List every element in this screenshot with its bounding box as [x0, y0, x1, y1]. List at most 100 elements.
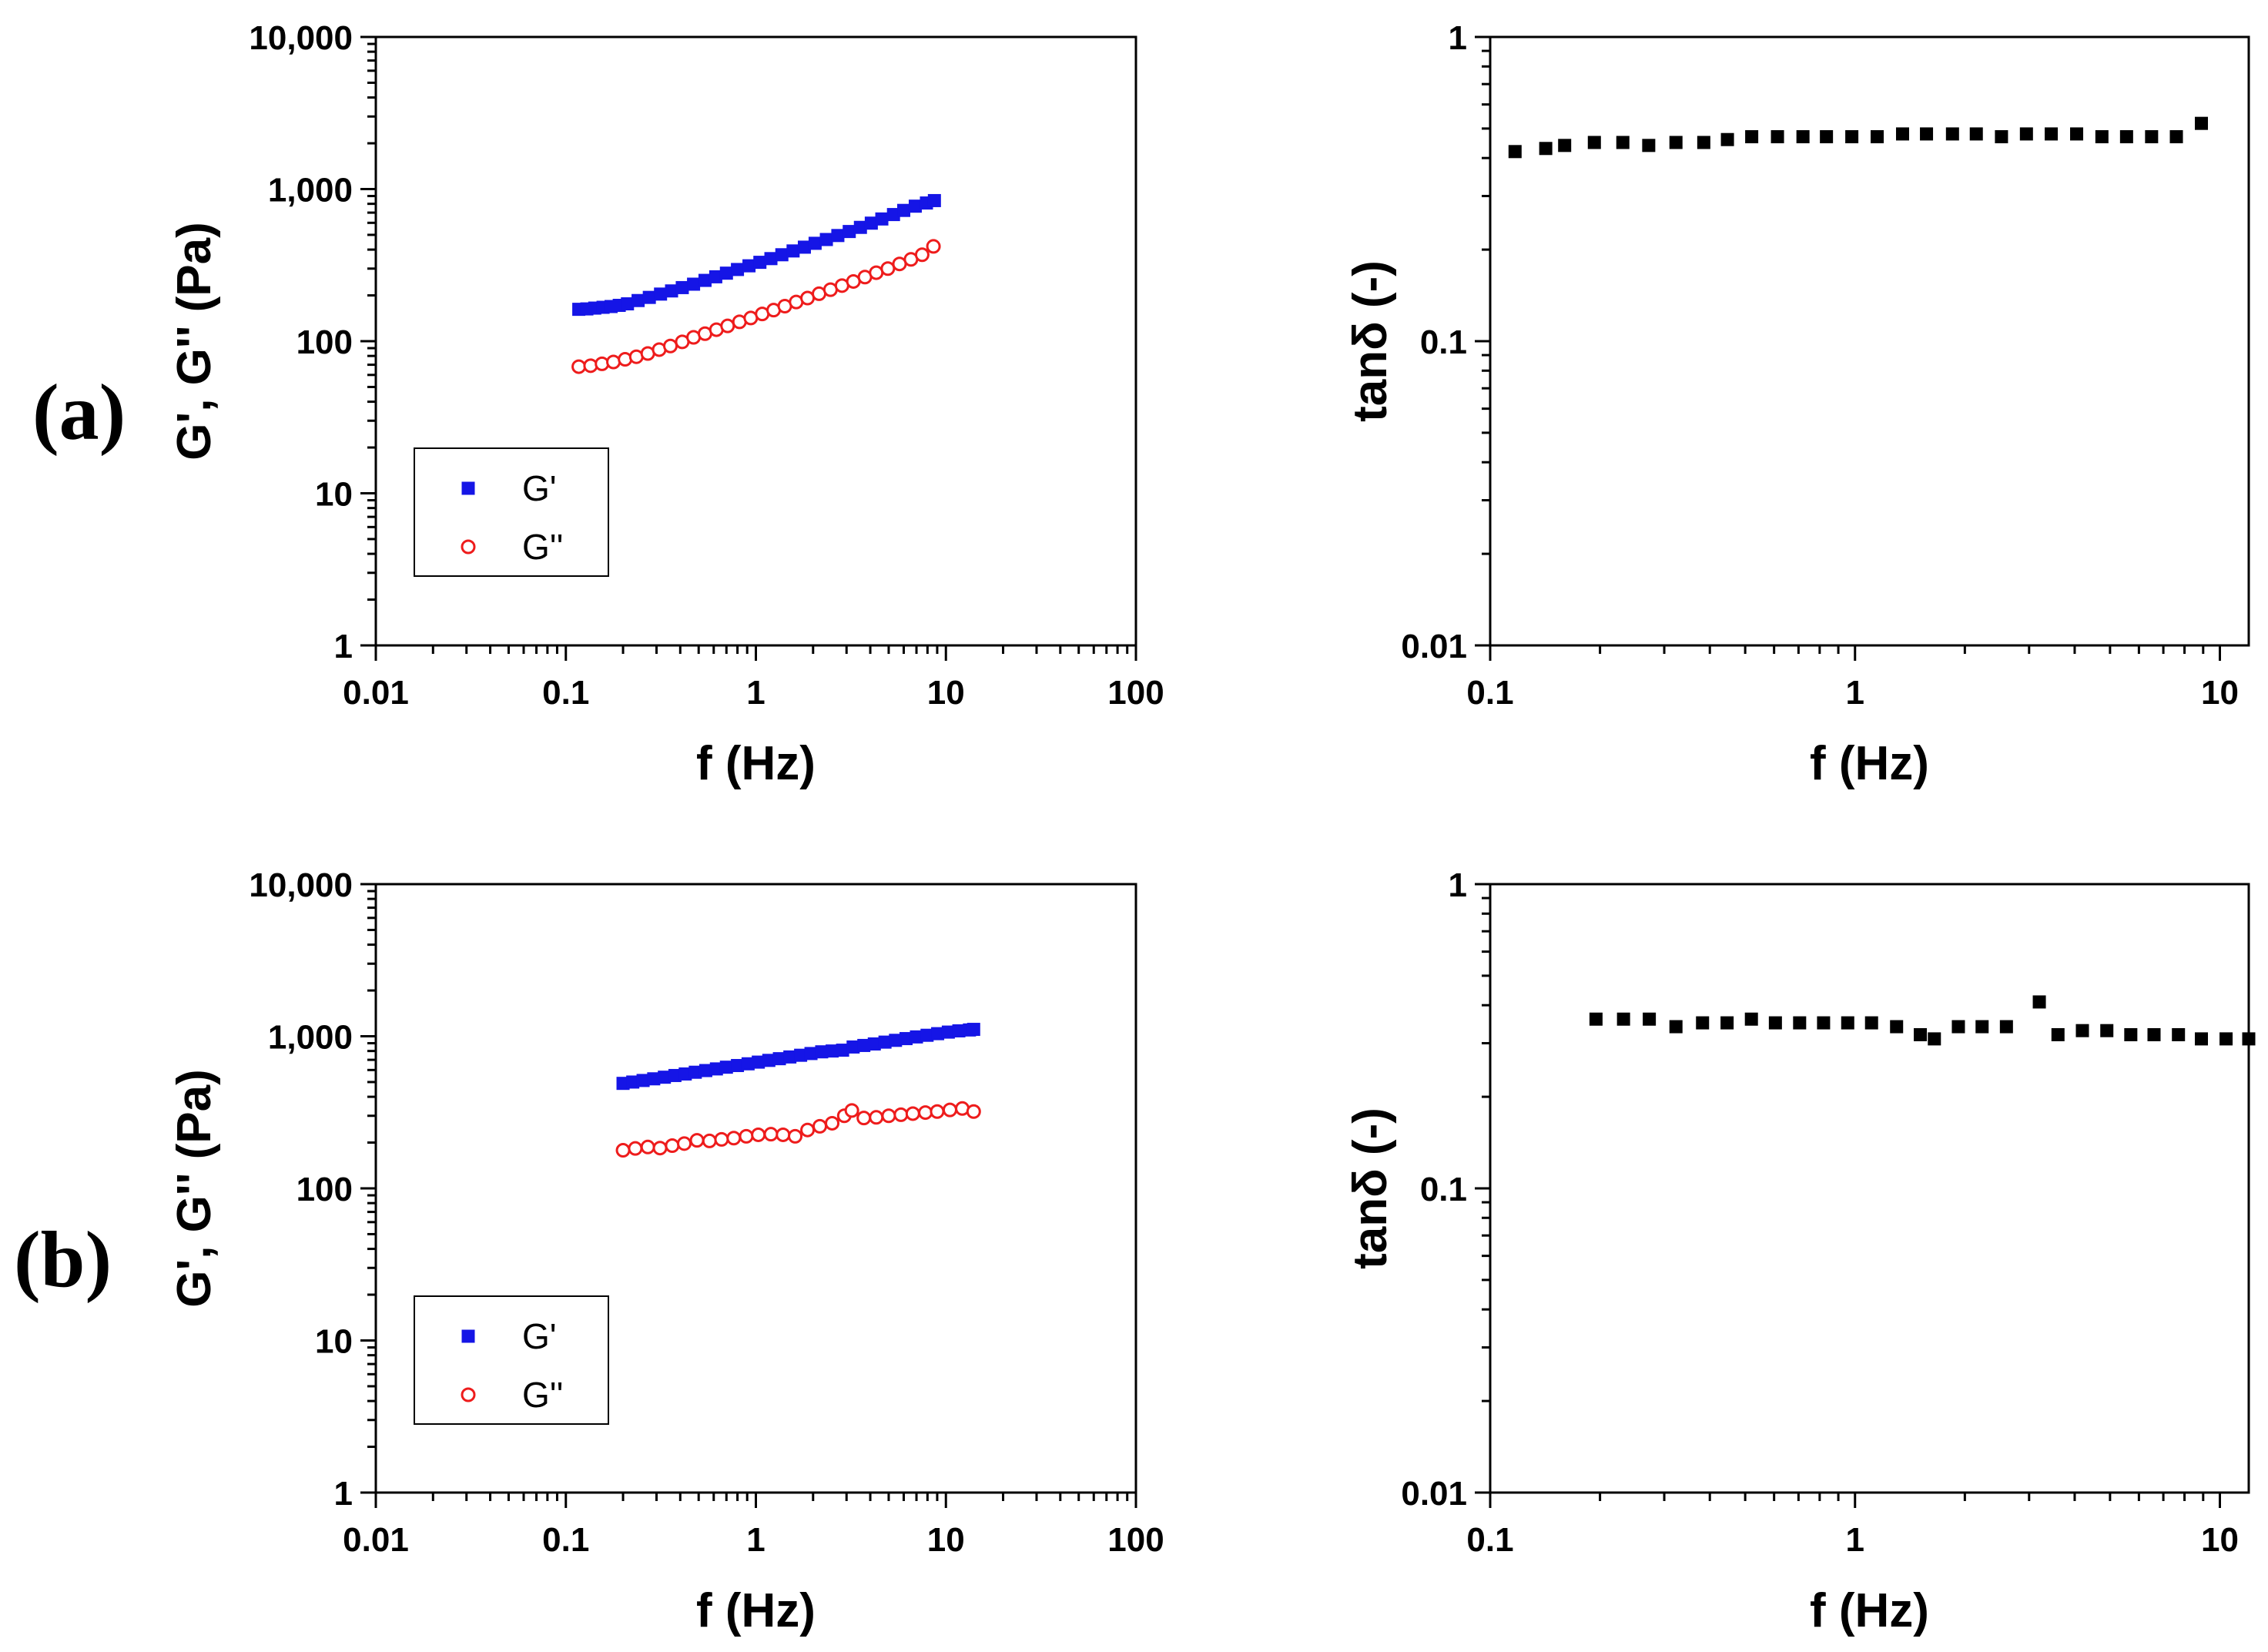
data-point-g-double-prime — [615, 1143, 631, 1158]
data-point-tan-delta — [1697, 136, 1710, 149]
y-tick-label: 1 — [334, 628, 353, 665]
data-point-g-prime — [920, 1028, 934, 1042]
legend-marker-g-prime — [461, 1329, 475, 1343]
data-point-g-prime — [826, 1044, 839, 1058]
data-point-tan-delta — [1999, 1020, 2013, 1034]
data-point-g-double-prime — [571, 359, 587, 374]
data-point-g-prime — [889, 1034, 903, 1047]
x-tick-label: 10 — [927, 674, 965, 712]
panel-label-b: (b) — [14, 1215, 112, 1304]
y-tick-label: 0.01 — [1401, 628, 1467, 665]
data-point-g-double-prime — [595, 356, 610, 371]
data-point-g-prime — [786, 244, 800, 258]
x-tick-label: 100 — [1107, 1521, 1164, 1559]
data-point-g-prime — [808, 236, 822, 250]
data-point-g-double-prime — [677, 1136, 692, 1151]
data-point-tan-delta — [1771, 130, 1784, 144]
y-tick-label: 10,000 — [249, 19, 353, 57]
legend-marker-g-prime — [461, 481, 475, 495]
data-point-tan-delta — [2147, 1027, 2161, 1041]
chart-b-moduli: 0.01 0.1 1 10 100 1 10 100 1,000 10,000 f (Hz) G', … — [168, 866, 1164, 1637]
data-point-tan-delta — [1768, 1016, 1782, 1030]
data-point-g-double-prime — [893, 1107, 909, 1122]
x-tick-label: 1 — [1846, 1521, 1864, 1559]
data-point-g-double-prime — [583, 358, 598, 374]
data-point-g-prime — [875, 212, 889, 226]
data-point-g-prime — [783, 1050, 797, 1064]
data-point-tan-delta — [1669, 1020, 1683, 1034]
data-point-tan-delta — [2070, 127, 2084, 141]
data-point-tan-delta — [2119, 130, 2133, 144]
data-point-g-prime — [709, 270, 722, 283]
data-point-tan-delta — [2019, 127, 2033, 141]
x-tick-label: 10 — [927, 1521, 965, 1559]
y-axis-title: tanδ (-) — [1344, 1107, 1397, 1269]
data-point-g-prime — [819, 233, 833, 246]
data-point-g-prime — [886, 208, 900, 222]
legend-label-g-double-prime: G'' — [522, 1375, 563, 1415]
data-point-g-prime — [741, 1057, 755, 1071]
data-point-g-prime — [678, 1067, 692, 1081]
data-point-g-prime — [698, 1064, 712, 1077]
data-point-tan-delta — [1914, 1027, 1928, 1041]
y-tick-label: 0.01 — [1401, 1475, 1467, 1513]
data-point-g-prime — [908, 199, 922, 213]
data-point-g-prime — [658, 1071, 672, 1084]
data-point-tan-delta — [1642, 139, 1656, 152]
data-point-g-prime — [698, 273, 712, 287]
data-point-g-double-prime — [702, 1133, 717, 1148]
data-point-g-prime — [621, 297, 635, 311]
x-tick-label: 1 — [1846, 674, 1864, 712]
data-point-g-prime — [931, 1027, 945, 1040]
data-point-g-double-prime — [652, 1141, 668, 1156]
data-point-g-prime — [797, 240, 811, 254]
data-point-g-double-prime — [720, 318, 735, 333]
data-point-g-prime — [966, 1023, 980, 1037]
data-point-g-prime — [899, 1032, 913, 1046]
x-tick-label: 0.1 — [1466, 674, 1513, 712]
data-point-g-double-prime — [665, 1138, 680, 1153]
legend-box — [414, 1295, 609, 1425]
data-point-tan-delta — [2169, 130, 2183, 144]
y-axis-title: G', G'' (Pa) — [168, 1069, 221, 1308]
data-point-tan-delta — [1870, 130, 1884, 144]
x-tick-label: 1 — [746, 1521, 765, 1559]
data-point-g-double-prime — [926, 239, 941, 254]
data-point-g-double-prime — [776, 1127, 791, 1142]
data-point-g-prime — [910, 1030, 923, 1044]
data-point-tan-delta — [1817, 1016, 1831, 1030]
data-point-tan-delta — [2242, 1032, 2256, 1046]
legend: G' G'' — [414, 447, 609, 577]
data-point-g-prime — [719, 266, 733, 280]
data-point-tan-delta — [1845, 130, 1859, 144]
data-point-g-prime — [897, 203, 911, 217]
data-point-tan-delta — [1928, 1032, 1941, 1046]
data-point-g-prime — [719, 1061, 733, 1074]
y-tick-label: 1 — [1449, 866, 1467, 904]
data-point-tan-delta — [1820, 130, 1834, 144]
x-tick-label: 100 — [1107, 674, 1164, 712]
data-point-g-double-prime — [751, 1127, 766, 1142]
data-point-tan-delta — [1744, 1012, 1758, 1026]
data-point-g-double-prime — [606, 354, 621, 370]
data-point-g-prime — [831, 229, 845, 243]
data-point-g-double-prime — [788, 1128, 803, 1144]
data-point-g-prime — [654, 287, 668, 301]
y-tick-label: 1 — [334, 1475, 353, 1513]
data-point-g-double-prime — [918, 1105, 933, 1121]
data-point-g-prime — [846, 1040, 860, 1054]
chart-a-tandelta: 0.1 1 10 0.01 0.1 1 f (Hz) tanδ (-) — [1344, 19, 2250, 790]
data-point-g-prime — [941, 1025, 955, 1039]
data-point-tan-delta — [1616, 136, 1630, 149]
x-axis-title: f (Hz) — [1810, 737, 1929, 790]
x-axis-title: f (Hz) — [696, 737, 816, 790]
x-tick-label: 10 — [2201, 674, 2239, 712]
data-point-tan-delta — [2045, 127, 2059, 141]
chart-a-moduli: 0.01 0.1 1 10 100 1 10 100 1,000 10,000 f (Hz) G', … — [168, 19, 1164, 790]
data-point-g-prime — [665, 284, 678, 298]
data-point-g-double-prime — [869, 1110, 884, 1125]
y-axis-title: tanδ (-) — [1344, 260, 1397, 422]
data-point-g-prime — [775, 248, 789, 262]
data-point-g-prime — [688, 1065, 702, 1079]
